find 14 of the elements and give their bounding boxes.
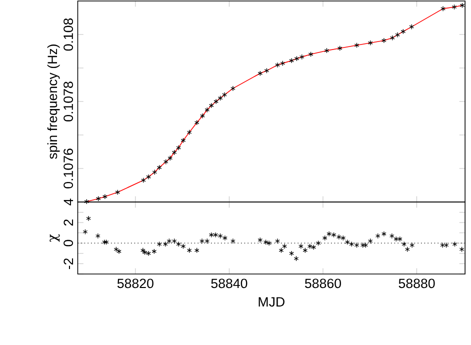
y-tick-label: 0.1076 (64, 148, 74, 188)
x-tick-label: 58820 (117, 278, 154, 288)
y-tick-label: 2 (64, 220, 74, 226)
y-tick-label: 0.1078 (64, 82, 74, 122)
y-tick-label: -2 (64, 258, 74, 270)
x-tick-label: 58840 (211, 278, 248, 288)
x-tick-label: 58880 (398, 278, 435, 288)
y-tick-label: 0.108 (64, 18, 74, 51)
x-axis-title: MJD (258, 297, 284, 307)
y-axis-title: spin frequency (Hz) (47, 44, 60, 159)
y-tick-label: 4 (64, 198, 74, 206)
x-tick-label: 58860 (304, 278, 341, 288)
y-tick-label: 0 (64, 240, 74, 246)
y-axis-title: χ (50, 234, 60, 242)
